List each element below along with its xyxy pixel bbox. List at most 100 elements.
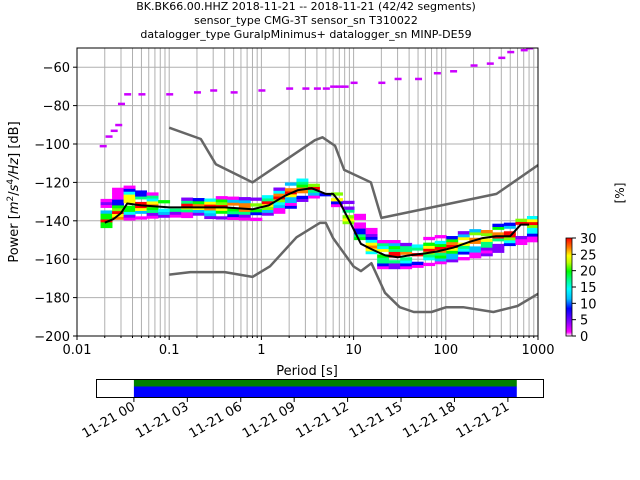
pdf-cell xyxy=(480,247,493,251)
pdf-cell xyxy=(227,213,240,218)
pdf-cell xyxy=(515,218,528,222)
pdf-cell xyxy=(480,250,493,254)
pdf-cell xyxy=(100,201,113,206)
pdf-cell xyxy=(227,196,240,200)
pdf-cell xyxy=(227,199,240,203)
pdf-cell xyxy=(423,242,436,246)
pdf-cell xyxy=(238,208,251,212)
pdf-cell xyxy=(377,254,390,258)
pdf-cell xyxy=(434,258,447,262)
pdf-cell xyxy=(146,192,159,196)
pdf-cell xyxy=(307,189,320,193)
pdf-cell xyxy=(100,210,113,214)
chart-title: BK.BK66.00.HHZ 2018-11-21 -- 2018-11-21 … xyxy=(136,0,476,41)
pdf-cell xyxy=(238,217,251,221)
pdf-cell xyxy=(112,202,124,206)
pdf-cell xyxy=(469,252,482,256)
pdf-cell xyxy=(238,202,251,207)
pdf-cell xyxy=(388,240,401,244)
pdf-cell xyxy=(261,198,274,202)
colorbar-gradient xyxy=(565,237,573,337)
pdf-cell xyxy=(135,204,148,209)
availability-tick-label: 11-21 03 xyxy=(133,399,191,441)
title-line-1: BK.BK66.00.HHZ 2018-11-21 -- 2018-11-21 … xyxy=(136,0,476,13)
pdf-cell xyxy=(446,236,459,240)
pdf-cell xyxy=(434,246,447,250)
pdf-cell xyxy=(354,228,367,232)
pdf-cell xyxy=(446,250,459,254)
pdf-cell xyxy=(123,188,136,192)
pdf-cell xyxy=(446,247,459,251)
pdf-outlier-cell xyxy=(117,102,125,106)
pdf-cell xyxy=(135,216,148,220)
pdf-cell xyxy=(331,201,343,205)
pdf-cell xyxy=(238,205,251,209)
colorbar-tick-label: 20 xyxy=(580,265,597,280)
pdf-cell xyxy=(469,232,482,236)
pdf-cell xyxy=(526,221,538,226)
y-tick-label: −180 xyxy=(34,292,70,307)
pdf-cell xyxy=(123,199,136,204)
pdf-cell xyxy=(365,236,378,240)
pdf-cell xyxy=(204,204,217,208)
pdf-cell xyxy=(227,216,240,221)
pdf-cell xyxy=(515,235,528,240)
pdf-cell xyxy=(400,265,413,270)
pdf-cell xyxy=(146,209,159,213)
pdf-cell xyxy=(457,245,470,249)
availability-tick-label: 11-21 12 xyxy=(293,399,351,441)
x-axis-label: Period [s] xyxy=(276,364,338,379)
y-tick-label: −120 xyxy=(34,176,70,191)
pdf-cell xyxy=(492,223,505,227)
series-mean xyxy=(104,187,530,259)
pdf-outlier-cell xyxy=(99,144,107,148)
pdf-cell xyxy=(354,231,367,235)
pdf-cell xyxy=(100,204,113,208)
pdf-outlier-cell xyxy=(507,50,515,54)
pdf-cell xyxy=(273,207,286,211)
pdf-cell xyxy=(480,253,493,257)
pdf-cell xyxy=(204,215,217,220)
pdf-outlier-cell xyxy=(486,62,494,65)
availability-tick-label: 11-21 15 xyxy=(347,399,405,441)
x-tick-label: 1000 xyxy=(521,343,554,358)
pdf-cell xyxy=(480,241,493,245)
pdf-cell xyxy=(492,246,505,251)
pdf-cell xyxy=(112,187,124,192)
pdf-cell xyxy=(377,240,390,244)
pdf-cell xyxy=(411,261,424,266)
pdf-cell xyxy=(342,209,355,213)
pdf-cell xyxy=(469,229,482,233)
pdf-cell xyxy=(492,226,505,230)
pdf-cell xyxy=(112,205,124,209)
pdf-cell xyxy=(112,199,124,203)
pdf-cell xyxy=(423,257,436,261)
pdf-cell xyxy=(503,239,516,244)
pdf-cell xyxy=(388,260,401,264)
series-nhnm xyxy=(168,126,538,220)
pdf-cell xyxy=(296,178,309,182)
colorbar-tick-label: 25 xyxy=(580,248,597,263)
pdf-cell xyxy=(238,214,251,218)
availability-available-segment xyxy=(133,386,517,397)
availability-tick-label: 11-21 09 xyxy=(240,399,298,441)
pdf-cell xyxy=(250,197,263,201)
pdf-cell xyxy=(192,209,205,213)
pdf-cell xyxy=(192,198,205,202)
pdf-cell xyxy=(457,248,470,252)
pdf-cell xyxy=(135,193,148,197)
colorbar-tick-label: 30 xyxy=(580,232,597,247)
pdf-outlier-cell xyxy=(110,129,118,133)
pdf-outlier-cell xyxy=(166,93,174,96)
pdf-cell xyxy=(434,252,447,256)
pdf-cell xyxy=(342,200,355,205)
series-lines xyxy=(104,126,538,314)
pdf-outlier-cell xyxy=(520,48,528,52)
pdf-cell xyxy=(204,210,217,214)
pdf-cell xyxy=(215,207,228,211)
pdf-cell xyxy=(181,203,194,207)
pdf-cell xyxy=(123,185,136,189)
y-tick-label: −60 xyxy=(43,61,70,76)
